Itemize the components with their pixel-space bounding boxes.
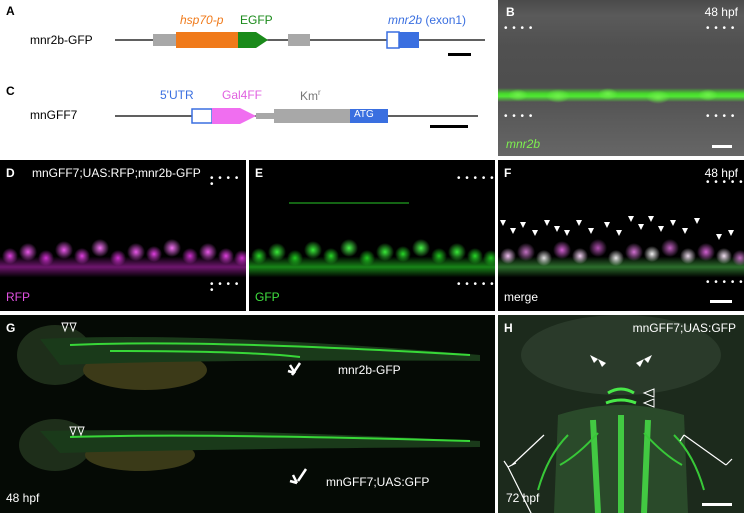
panel-h-label: H [504,321,513,335]
panel-d-dots-bottom: • • • • • [210,279,240,296]
panel-a-construct-name: mnr2b-GFP [30,33,93,47]
panel-f-label: F [504,166,512,180]
panel-f-merge-cells [498,228,744,280]
panel-d-channel: RFP [6,290,30,304]
panel-e-image: • • • • • • • • • • E GFP [249,160,495,311]
panel-a-promoter-label: hsp70-p [180,13,224,27]
panel-g-embryos [17,322,480,485]
panel-c-driver-label: Gal4FF [222,88,263,102]
panel-a-gene-name: mnr2b [388,13,423,27]
panel-a-gene-label: mnr2b (exon1) [388,13,466,27]
panel-b-dots-tr: • • • • [706,23,736,34]
panel-a-reporter-label: EGFP [240,13,273,27]
panel-a-label: A [6,4,15,18]
panel-e-dots-bottom: • • • • • [457,279,495,290]
panel-c-km-name: Km [300,89,318,103]
panel-d-image: • • • • • • • • • • D mnGFF7;UAS:RFP;mnr… [0,160,246,311]
panel-f-stage: 48 hpf [704,166,738,180]
panel-g-bottom-construct: mnGFF7;UAS:GFP [326,475,430,489]
panel-d-dots-top: • • • • • [210,173,240,190]
panel-h-embryo [503,315,733,513]
panel-b-scalebar [712,145,732,148]
panel-e-channel: GFP [255,290,280,304]
panel-f-dots-bottom: • • • • • [706,277,744,288]
panel-e-dots-top: • • • • • [457,173,495,184]
panel-h-image: H mnGFF7;UAS:GFP 72 hpf [498,315,744,513]
panel-d-title: mnGFF7;UAS:RFP;mnr2b-GFP [32,166,201,180]
panel-b-gene: mnr2b [506,137,541,151]
panel-e-axon-line [289,202,409,204]
panel-c-utr-label: 5'UTR [160,88,194,102]
panel-h-scalebar [702,503,732,506]
panel-g-label: G [6,321,16,335]
panel-b-dots-bl: • • • • [504,111,534,122]
panel-b-dots-br: • • • • [706,111,736,122]
panel-f-channel: merge [504,290,539,304]
panel-c-label: C [6,84,15,98]
panel-h-stage: 72 hpf [506,491,540,505]
panel-e-gfp-cells [249,228,495,280]
panel-h-title: mnGFF7;UAS:GFP [632,321,736,335]
panel-g-stage: 48 hpf [6,491,40,505]
panel-b-dots-tl: • • • • [504,23,534,34]
panel-e-label: E [255,166,264,180]
panel-b-stage: 48 hpf [704,5,738,19]
panel-b-label: B [506,5,515,19]
panel-g-top-construct: mnr2b-GFP [338,363,401,377]
panel-f-scalebar [710,300,732,303]
panel-c-km-label: Kmr [300,88,321,103]
panel-f-arrowheads [500,216,734,240]
panel-b-image: • • • • • • • • • • • • • • • • B 48 hpf… [498,0,744,156]
panel-d-label: D [6,166,15,180]
panel-f-image: • • • • • • • • • • F 48 hpf merge [498,160,744,311]
panel-c-atg-label: ATG [354,109,374,120]
panel-c-construct-name: mnGFF7 [30,108,78,122]
panel-g-image: G mnr2b-GFP mnGFF7;UAS:GFP 48 hpf [0,315,495,513]
panel-b-gfp-band-blobs [498,86,744,104]
panel-d-rfp-cells [0,228,246,280]
panel-a-exon-label: (exon1) [425,13,467,27]
panel-f-dots-top: • • • • • [706,177,744,188]
panel-c-km-sup: r [318,88,321,97]
